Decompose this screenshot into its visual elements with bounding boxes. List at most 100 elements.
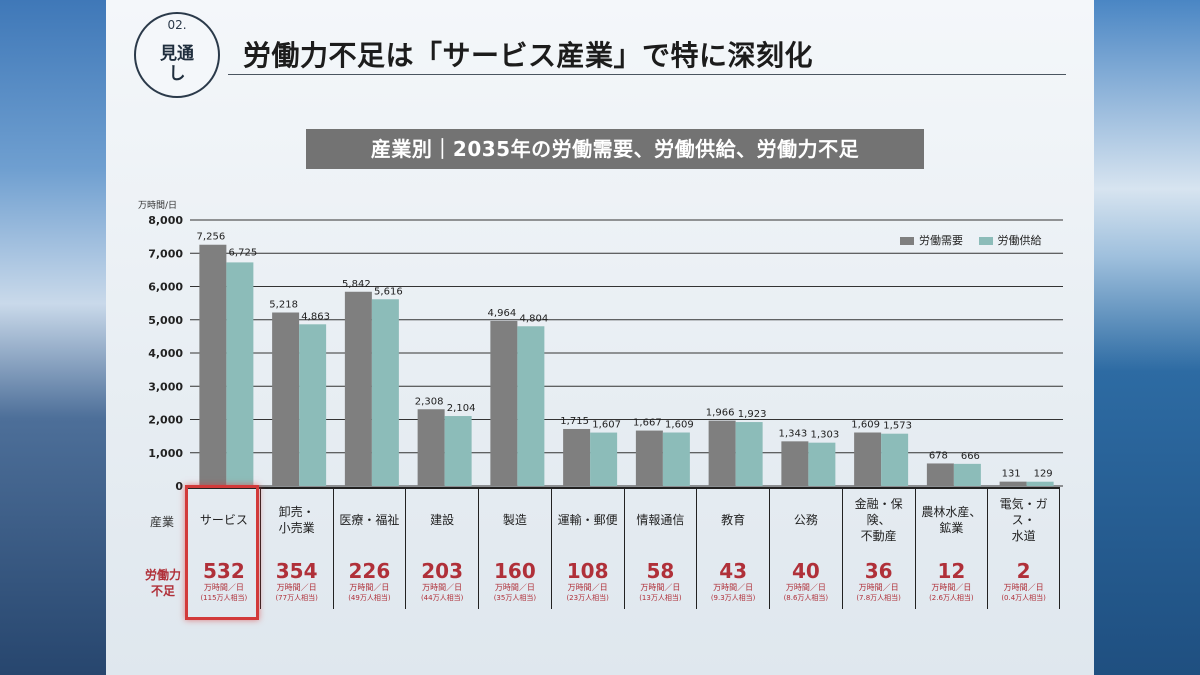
data-label-demand: 131 [1002, 469, 1021, 480]
shortage-value: 40 [791, 559, 820, 583]
shortage-cell: 40 万時間／日 (8.6万人相当) [769, 551, 842, 609]
table-column: 教育 43 万時間／日 (9.3万人相当) [696, 487, 769, 609]
shortage-cell: 2 万時間／日 (0.4万人相当) [987, 551, 1060, 609]
shortage-unit: 万時間／日 [1003, 583, 1044, 592]
data-label-supply: 1,573 [883, 421, 912, 432]
shortage-value: 12 [937, 559, 966, 583]
bar-supply [517, 326, 545, 486]
bar-supply [881, 433, 909, 486]
industry-name: 農林水産、 鉱業 [914, 487, 988, 551]
bar-demand [854, 432, 882, 486]
table-column: 公務 40 万時間／日 (8.6万人相当) [769, 487, 842, 609]
slide-title: 労働力不足は「サービス産業」で特に深刻化 [243, 39, 814, 72]
shortage-people-equivalent: (9.3万人相当) [710, 594, 756, 602]
shortage-people-equivalent: (77万人相当) [275, 594, 318, 602]
industry-name: 建設 [405, 487, 478, 551]
table-column: 建設 203 万時間／日 (44万人相当) [405, 487, 478, 609]
legend-swatch-supply [978, 237, 993, 245]
data-label-demand: 5,842 [342, 279, 371, 290]
industry-name: 運輸・郵便 [550, 487, 624, 551]
table-column: 運輸・郵便 108 万時間／日 (23万人相当) [550, 487, 624, 609]
shortage-people-equivalent: (44万人相当) [420, 594, 464, 602]
shortage-unit: 万時間／日 [931, 583, 972, 592]
shortage-people-equivalent: (0.4万人相当) [1001, 594, 1046, 602]
background-building-right [1094, 0, 1200, 675]
section-badge: 02. 見通 し [134, 12, 220, 98]
bar-supply [735, 422, 763, 486]
shortage-people-equivalent: (13万人相当) [639, 594, 682, 602]
bar-demand [999, 481, 1027, 486]
shortage-unit: 万時間／日 [640, 583, 681, 592]
data-label-supply: 4,804 [520, 313, 549, 324]
y-tick-label: 0 [175, 480, 183, 493]
section-number: 02. [167, 18, 187, 32]
data-label-supply: 1,607 [592, 420, 621, 431]
data-label-supply: 1,303 [811, 430, 840, 441]
shortage-cell: 108 万時間／日 (23万人相当) [550, 551, 624, 609]
legend-swatch-demand [900, 237, 914, 245]
section-label: 見通 し [160, 44, 194, 84]
shortage-unit: 万時間／日 [276, 583, 317, 592]
shortage-value: 354 [275, 559, 318, 583]
shortage-value: 108 [566, 559, 609, 583]
y-tick-label: 8,000 [148, 214, 183, 227]
industry-name: 卸売・ 小売業 [259, 487, 333, 551]
shortage-people-equivalent: (49万人相当) [348, 594, 391, 602]
table-column: サービス 532 万時間／日 (115万人相当) [187, 487, 260, 609]
data-label-supply: 6,725 [229, 247, 258, 258]
chart-title: 産業別｜2035年の労働需要、労働供給、労働力不足 [306, 129, 924, 169]
legend-label-supply: 労働供給 [997, 234, 1042, 247]
legend-item-demand: 労働需要 [900, 232, 963, 248]
shortage-value: 36 [864, 559, 893, 583]
shortage-unit: 万時間／日 [203, 583, 244, 592]
data-label-supply: 4,863 [301, 311, 330, 322]
bar-demand [417, 409, 445, 486]
data-label-supply: 1,609 [665, 420, 694, 431]
bar-demand [490, 320, 518, 486]
y-axis-unit-label: 万時間/日 [138, 201, 178, 211]
bar-supply [226, 262, 254, 486]
shortage-unit: 万時間／日 [858, 583, 899, 592]
shortage-people-equivalent: (35万人相当) [493, 594, 537, 602]
shortage-cell: 354 万時間／日 (77万人相当) [259, 551, 333, 609]
shortage-cell: 43 万時間／日 (9.3万人相当) [696, 551, 769, 609]
bar-demand [344, 291, 372, 486]
data-label-supply: 2,104 [447, 403, 476, 414]
industry-name: 金融・保険、 不動産 [841, 487, 915, 551]
bar-supply [808, 442, 836, 486]
shortage-cell: 203 万時間／日 (44万人相当) [405, 551, 478, 609]
table-column: 電気・ガス・ 水道 2 万時間／日 (0.4万人相当) [987, 487, 1060, 609]
background-sky-left [0, 0, 106, 675]
shortage-people-equivalent: (23万人相当) [566, 594, 609, 602]
bar-supply [953, 463, 981, 486]
industry-name: 情報通信 [623, 487, 697, 551]
shortage-unit: 万時間／日 [567, 583, 608, 592]
table-column: 医療・福祉 226 万時間／日 (49万人相当) [332, 487, 406, 609]
shortage-value: 226 [348, 559, 391, 583]
bar-supply [662, 432, 690, 486]
shortage-cell: 12 万時間／日 (2.6万人相当) [914, 551, 988, 609]
industry-name: 医療・福祉 [332, 487, 406, 551]
data-label-demand: 678 [929, 450, 948, 461]
shortage-cell: 226 万時間／日 (49万人相当) [332, 551, 406, 609]
highlight-box-service [185, 485, 259, 620]
data-label-supply: 666 [961, 451, 980, 462]
bar-supply [444, 416, 472, 486]
shortage-value: 2 [1016, 559, 1031, 583]
data-label-supply: 5,616 [374, 286, 403, 297]
shortage-value: 160 [494, 559, 536, 583]
industry-table: サービス 532 万時間／日 (115万人相当) 卸売・ 小売業 354 万時間／日 (77万… [187, 487, 1063, 609]
y-tick-label: 2,000 [148, 414, 183, 427]
table-column: 情報通信 58 万時間／日 (13万人相当) [623, 487, 697, 609]
shortage-people-equivalent: (115万人相当) [200, 594, 248, 602]
table-column: 金融・保険、 不動産 36 万時間／日 (7.8万人相当) [841, 487, 915, 609]
shortage-value: 58 [646, 559, 675, 583]
bar-demand [635, 430, 663, 486]
industry-name: 公務 [769, 487, 842, 551]
shortage-unit: 万時間／日 [713, 583, 754, 592]
shortage-people-equivalent: (7.8万人相当) [856, 594, 901, 602]
bar-demand [708, 420, 736, 486]
bar-demand [926, 463, 954, 486]
shortage-people-equivalent: (2.6万人相当) [929, 594, 974, 602]
title-divider [228, 74, 1066, 75]
